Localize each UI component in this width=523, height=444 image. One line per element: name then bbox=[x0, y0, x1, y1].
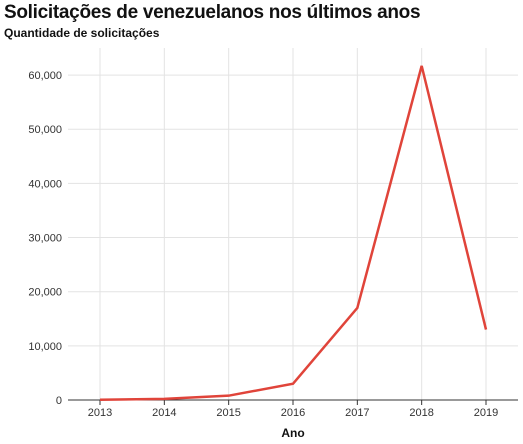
x-tick-label: 2017 bbox=[345, 407, 369, 419]
tick-labels: 0 10,000 20,000 30,000 40,000 50,000 60,000 201… bbox=[28, 70, 498, 419]
x-tick-label: 2014 bbox=[152, 407, 176, 419]
y-tick-label: 40,000 bbox=[28, 178, 62, 190]
x-axis-title: Ano bbox=[281, 426, 304, 440]
y-tick-label: 60,000 bbox=[28, 70, 62, 82]
x-tick-label: 2015 bbox=[216, 407, 240, 419]
y-tick-label: 20,000 bbox=[28, 287, 62, 299]
y-tick-label: 10,000 bbox=[28, 341, 62, 353]
chart-title: Solicitações de venezuelanos nos últimos… bbox=[4, 2, 421, 23]
grid bbox=[68, 48, 518, 400]
series-lines bbox=[99, 65, 488, 401]
y-tick-label: 0 bbox=[56, 395, 62, 407]
y-tick-label: 50,000 bbox=[28, 124, 62, 136]
x-tick-label: 2018 bbox=[409, 407, 433, 419]
series-line bbox=[99, 65, 488, 401]
x-tick-label: 2016 bbox=[281, 407, 305, 419]
x-tick-label: 2019 bbox=[474, 407, 498, 419]
x-tick-label: 2013 bbox=[88, 407, 112, 419]
chart-subtitle: Quantidade de solicitações bbox=[4, 26, 160, 40]
y-tick-label: 30,000 bbox=[28, 233, 62, 245]
axes bbox=[68, 399, 518, 405]
